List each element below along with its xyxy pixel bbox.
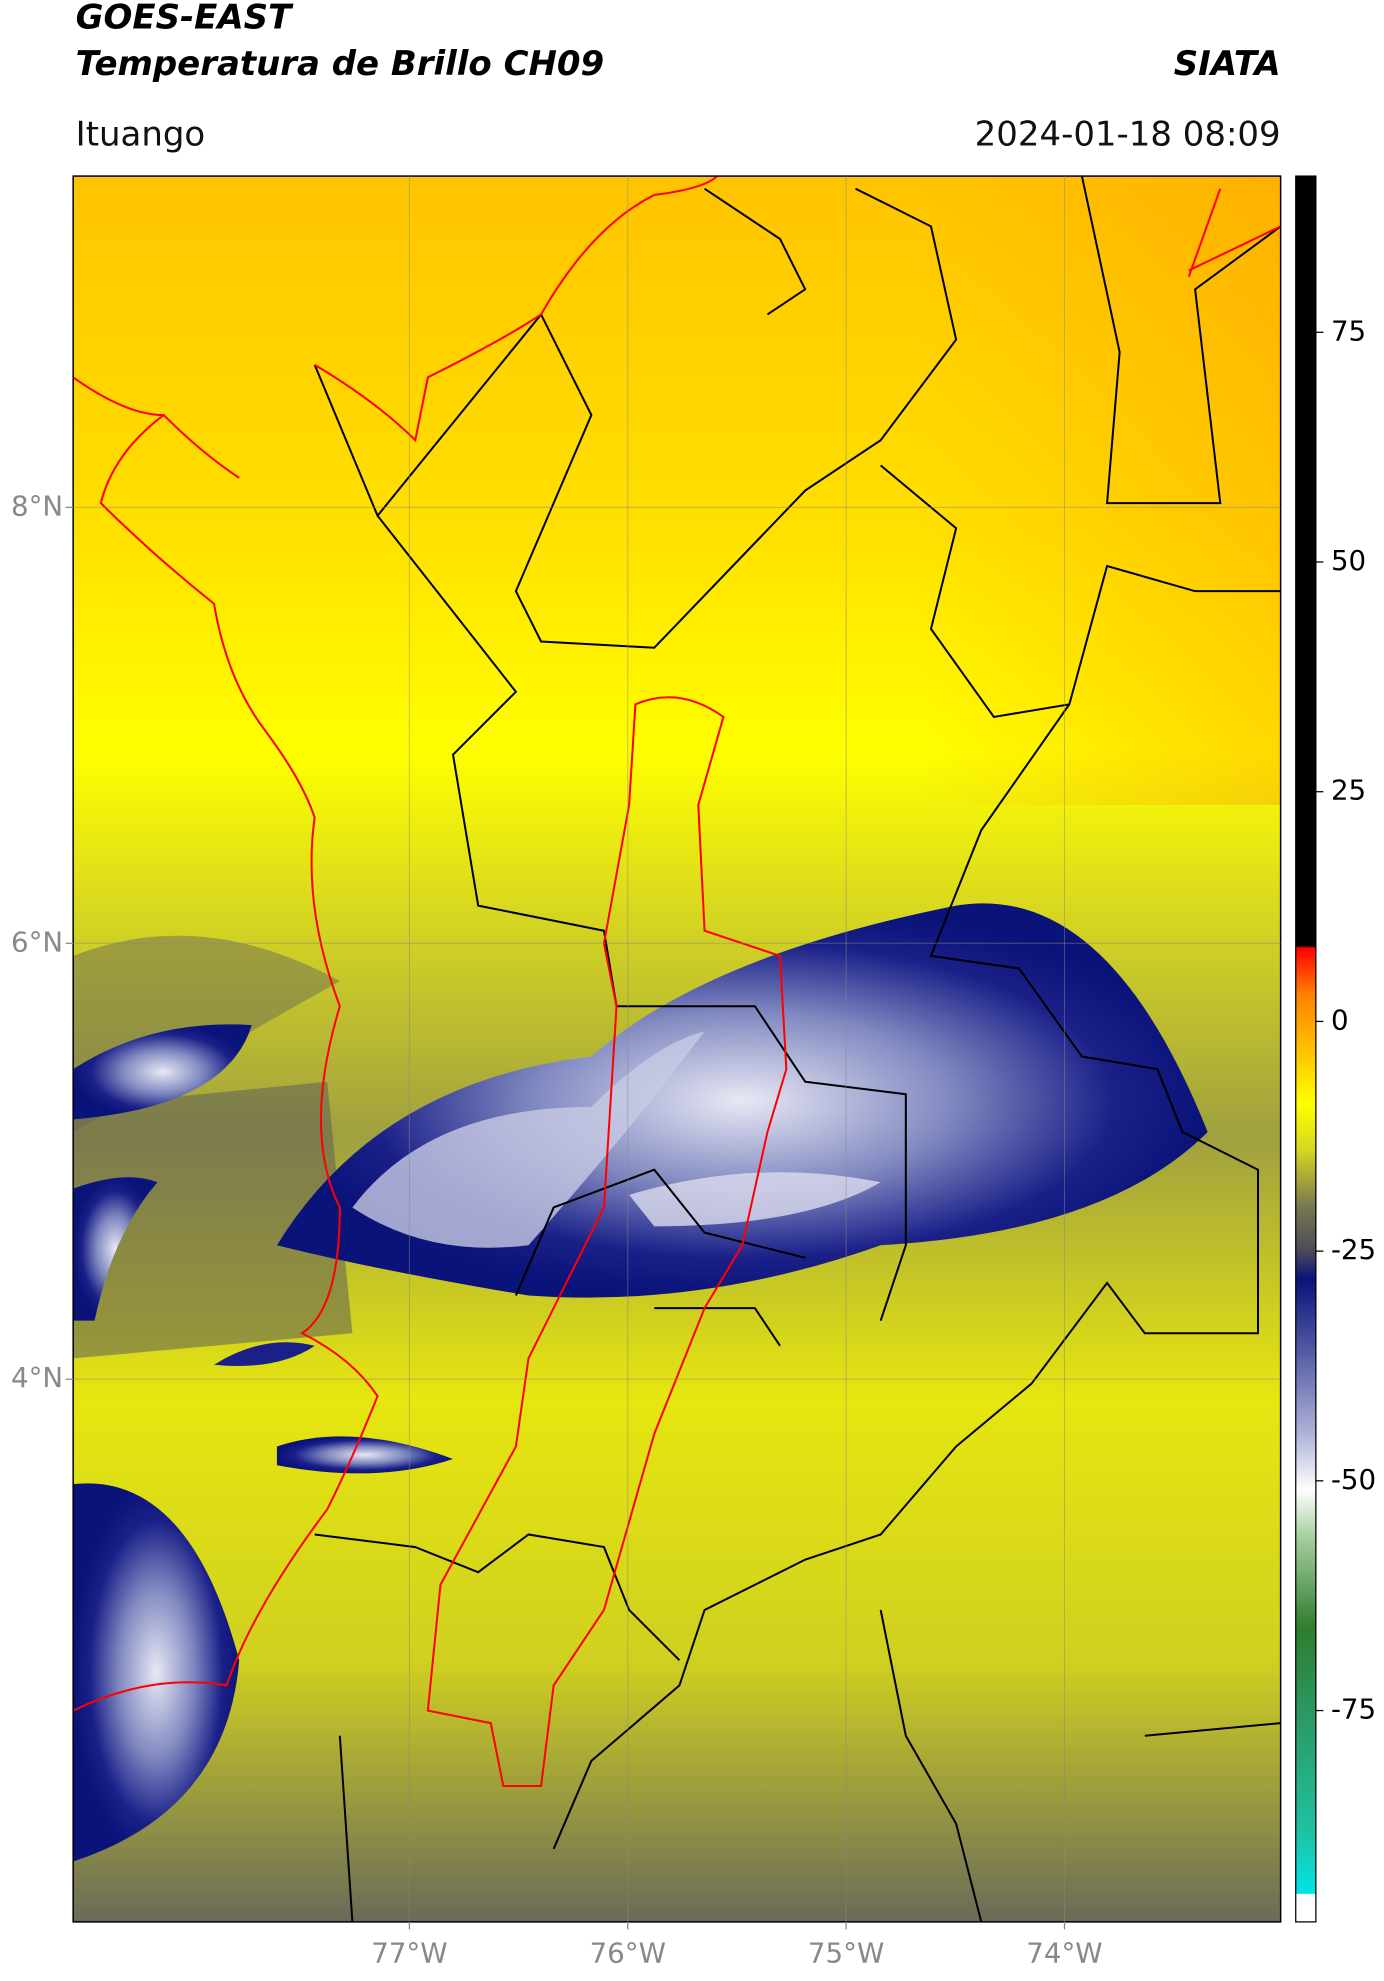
boundaries-black — [313, 176, 1281, 1922]
map-image — [73, 176, 1281, 1922]
cloud-band — [73, 1177, 158, 1321]
cloud-core — [352, 1031, 705, 1248]
dark-region — [73, 1081, 353, 1359]
cloud-band — [73, 1483, 240, 1862]
subtitle: Temperatura de Brillo CH09 — [76, 44, 604, 84]
colorbar-tick-label: 0 — [1331, 1003, 1349, 1036]
map-shade — [73, 176, 1281, 805]
cloud-band — [214, 1342, 315, 1366]
x-tick-label: 74°W — [1026, 1937, 1102, 1970]
y-tick-label: 4°N — [11, 1361, 63, 1394]
colorbar — [1295, 175, 1317, 1923]
colorbar-tick-label: 50 — [1331, 544, 1366, 577]
x-tick-label: 77°W — [371, 1937, 447, 1970]
y-tick-label: 8°N — [11, 489, 63, 522]
y-tick-label: 6°N — [11, 925, 63, 958]
location: Ituango — [76, 114, 206, 154]
colorbar-tick-label: 25 — [1331, 774, 1366, 807]
x-tick-label: 76°W — [590, 1937, 666, 1970]
colorbar-tick-label: -25 — [1331, 1233, 1376, 1266]
x-tick-label: 75°W — [808, 1937, 884, 1970]
cloud-core — [629, 1172, 881, 1227]
datetime: 2024-01-18 08:09 — [975, 114, 1281, 154]
cloud-band — [73, 1024, 252, 1120]
title: GOES-EAST — [76, 0, 294, 37]
colorbar-tick-label: -50 — [1331, 1463, 1376, 1496]
colorbar-tick-label: -75 — [1331, 1693, 1376, 1726]
map-frame — [72, 175, 1282, 1923]
brand: SIATA — [1174, 44, 1281, 84]
boundaries-red — [73, 176, 1281, 1788]
colorbar-tick-label: 75 — [1331, 314, 1366, 347]
